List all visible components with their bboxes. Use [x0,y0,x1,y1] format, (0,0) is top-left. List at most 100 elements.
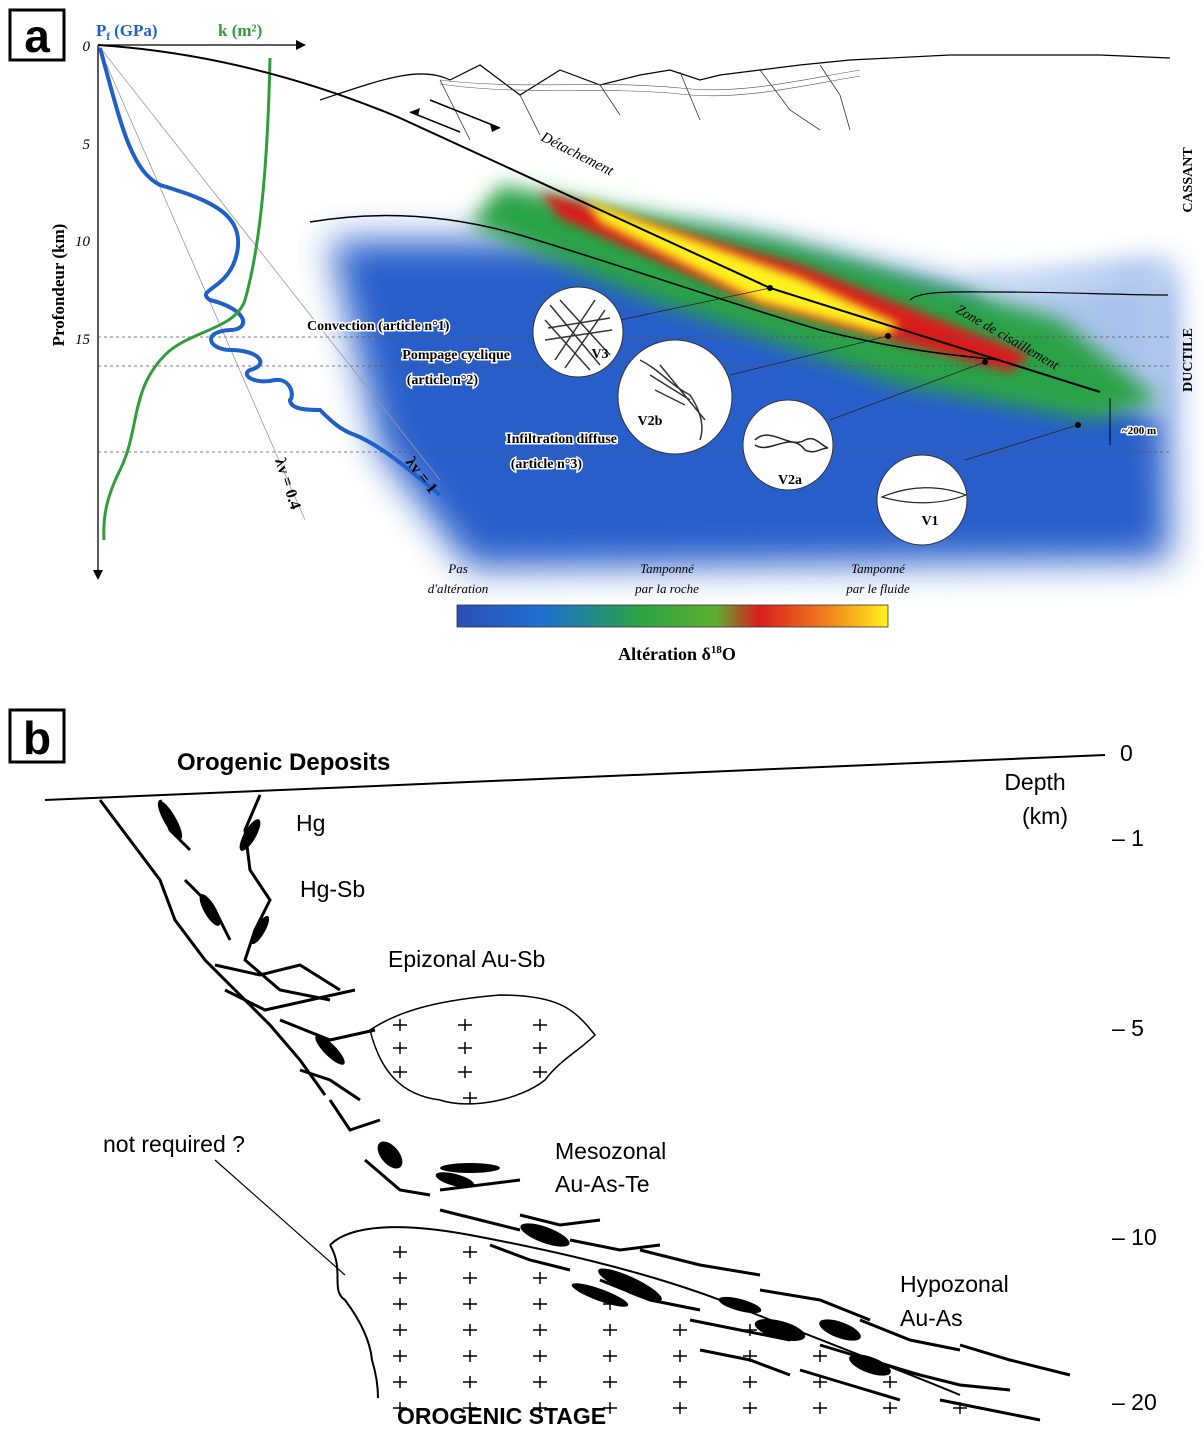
pluton-cross [533,1272,547,1284]
panel-label: b [23,712,51,764]
sample-point [982,359,988,365]
vein [520,1215,600,1225]
vein [440,1210,520,1230]
depth-tick: 15 [75,332,91,348]
annotation: not required ? [103,1131,245,1157]
deposit-label: Au-As [900,1305,963,1331]
depth-tick: 0 [83,39,91,55]
deposit-label: Epizonal Au-Sb [388,946,545,972]
depth-tick: – 1 [1112,825,1144,851]
depth-axis-label: Profondeur (km) [49,224,68,347]
pluton-cross [533,1350,547,1362]
deposit-label: Hg-Sb [300,876,365,902]
ore-lens [440,1163,500,1173]
pluton-cross [463,1324,477,1336]
vein [700,1350,790,1375]
pluton-cross [883,1402,897,1414]
epizonal-pluton [370,995,595,1104]
pluton-cross [393,1350,407,1362]
sample-point [1075,422,1081,428]
pluton-cross [673,1350,687,1362]
vein-label: V2a [778,473,802,488]
pluton-cross [463,1272,477,1284]
pluton-cross [743,1402,757,1414]
detachment-label: Détachement [537,129,616,180]
pluton-cross [533,1298,547,1310]
vein [960,1345,1070,1375]
pluton-cross [743,1376,757,1388]
vein [490,1245,570,1270]
pluton-cross [458,1066,472,1078]
depth-label: Depth [1004,769,1065,795]
vein [330,1100,380,1130]
pluton-cross [463,1298,477,1310]
vein-label: V2b [638,414,663,429]
text: f [106,31,110,43]
pluton-cross [393,1376,407,1388]
text: Altération δ [618,644,711,664]
leader-line [215,1160,345,1275]
vein-circle [618,340,732,454]
legend-label: Pas [447,561,468,576]
depth-tick: 10 [75,234,91,250]
pluton-cross [603,1376,617,1388]
pluton-cross [458,1042,472,1054]
text: 18 [711,644,723,656]
ore-lens [373,1137,407,1173]
pluton-cross [463,1246,477,1258]
pluton-cross [533,1324,547,1336]
pressure-axis-label: Pf(GPa) [96,21,158,43]
legend-label: par le fluide [845,581,910,596]
vein-label: V3 [591,347,608,362]
panel-a: a [10,10,1196,664]
panel-b: b Orogenic Deposits Depth (km) 0 – 1 – 5… [10,710,1157,1429]
deposit-label: Au-As-Te [555,1171,650,1197]
sample-point [885,333,891,339]
slip-arrows [410,100,500,132]
scale-label: ~200 m [1122,425,1156,437]
vein-circle [533,287,623,377]
legend-label: Tamponné [640,561,695,576]
pompage-label: Pompage cyclique [402,348,510,363]
legend-label: d'altération [428,581,489,596]
topography [320,55,1170,100]
pompage-label: (article n°2) [407,373,479,388]
vein-label: V1 [921,514,938,529]
pluton-cross [813,1350,827,1362]
pluton-cross [393,1298,407,1310]
ore-lens [717,1294,763,1317]
depth-tick: – 10 [1112,1224,1157,1250]
pluton-cross [533,1376,547,1388]
depth-tick: 5 [83,137,91,153]
infiltration-label: (article n°3) [511,457,583,472]
colorbar-title: Altération δ18O [618,644,736,664]
pluton-cross [393,1066,407,1078]
permeability-curve [104,58,270,540]
basin-faults [440,65,850,140]
pluton-cross [673,1324,687,1336]
pluton-cross [393,1246,407,1258]
depth-label: (km) [1022,803,1068,829]
pluton-cross [813,1402,827,1414]
convection-label: Convection (article n°1) [307,319,450,334]
ore-lens [154,798,186,842]
figure: a [0,0,1203,1432]
text: O [722,644,736,664]
pluton-cross [393,1324,407,1336]
text: (GPa) [114,21,157,40]
depth-tick: – 5 [1112,1015,1144,1041]
vein [570,1240,660,1250]
pluton-cross [463,1350,477,1362]
pluton-cross [673,1376,687,1388]
pluton-cross [463,1092,477,1104]
vein-circle [877,455,967,545]
legend-label: Tamponné [851,561,906,576]
vein [940,1400,1040,1420]
pluton-cross [458,1019,472,1031]
pluton-cross [533,1019,547,1031]
pluton-cross [533,1042,547,1054]
vein [100,800,325,1095]
vein [280,1020,375,1040]
pluton-cross [533,1066,547,1078]
sample-point [767,285,773,291]
